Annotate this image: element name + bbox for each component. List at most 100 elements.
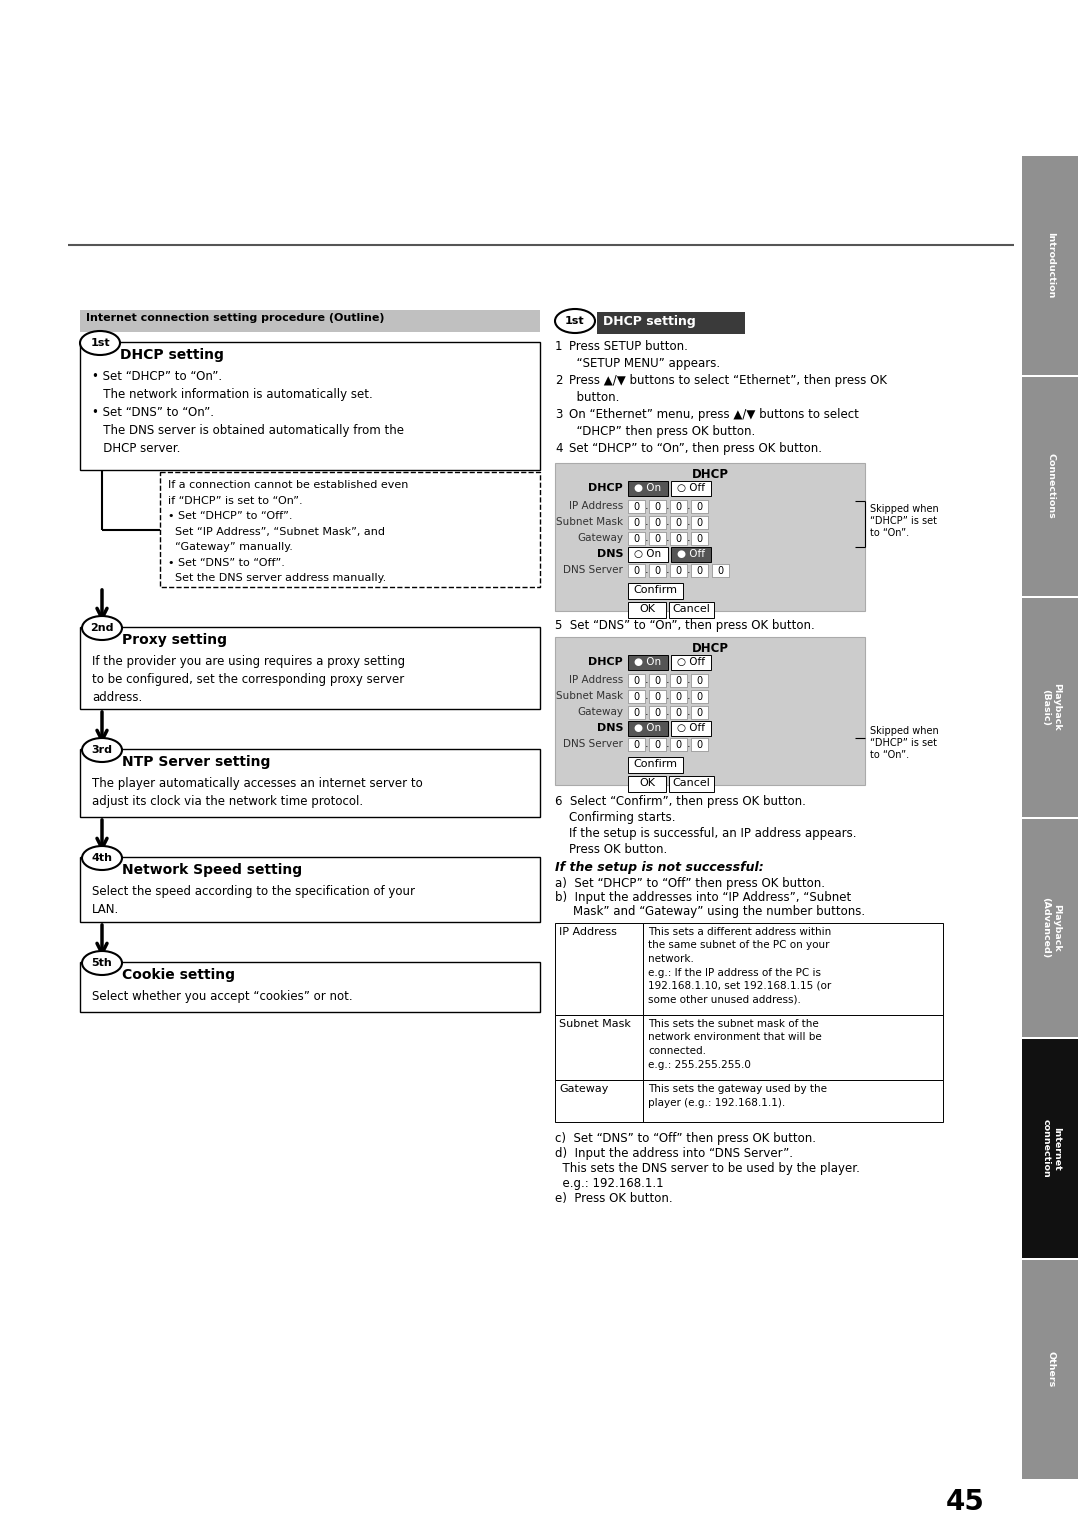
Text: address.: address.: [92, 691, 143, 704]
Text: DHCP server.: DHCP server.: [92, 442, 180, 455]
Text: 3rd: 3rd: [92, 746, 112, 755]
Bar: [691, 500, 708, 513]
Text: .: .: [665, 707, 670, 717]
Bar: [691, 738, 708, 750]
Text: 0: 0: [697, 707, 703, 718]
Bar: [691, 516, 708, 529]
Text: 0: 0: [675, 675, 681, 686]
Text: Set the DNS server address manually.: Set the DNS server address manually.: [168, 573, 387, 584]
Text: • Set “DNS” to “Off”.: • Set “DNS” to “Off”.: [168, 558, 285, 567]
Text: ● On: ● On: [634, 657, 662, 668]
Text: 0: 0: [697, 565, 703, 576]
Text: DNS Server: DNS Server: [563, 740, 623, 749]
Text: .: .: [687, 740, 690, 749]
Bar: [627, 584, 683, 599]
Text: .: .: [645, 501, 648, 510]
Text: 0: 0: [675, 518, 681, 527]
Text: DNS: DNS: [596, 723, 623, 733]
Text: Cancel: Cancel: [672, 778, 710, 788]
Bar: [643, 923, 943, 1015]
Bar: [627, 674, 645, 688]
Bar: [649, 691, 666, 703]
Text: ● On: ● On: [634, 723, 662, 733]
Bar: [80, 963, 540, 1012]
Text: 0: 0: [634, 740, 639, 750]
Bar: [627, 706, 645, 720]
Text: “DHCP” is set: “DHCP” is set: [870, 516, 937, 526]
Ellipse shape: [82, 616, 122, 640]
Bar: [670, 691, 687, 703]
Text: 0: 0: [697, 675, 703, 686]
Bar: [627, 691, 645, 703]
Text: 3: 3: [555, 408, 563, 422]
Text: OK: OK: [639, 604, 654, 614]
Text: Introduction: Introduction: [1047, 232, 1055, 298]
Text: Confirm: Confirm: [633, 585, 677, 594]
Text: If the provider you are using requires a proxy setting: If the provider you are using requires a…: [92, 656, 405, 668]
Text: e.g.: 192.168.1.1: e.g.: 192.168.1.1: [555, 1177, 663, 1190]
Text: Playback
(Basic): Playback (Basic): [1041, 683, 1061, 730]
Text: .: .: [645, 675, 648, 685]
Text: .: .: [645, 707, 648, 717]
Text: 0: 0: [717, 565, 724, 576]
Text: Set “IP Address”, “Subnet Mask”, and: Set “IP Address”, “Subnet Mask”, and: [168, 527, 384, 536]
Text: .: .: [645, 691, 648, 701]
Text: a)  Set “DHCP” to “Off” then press OK button.: a) Set “DHCP” to “Off” then press OK but…: [555, 877, 825, 889]
Text: Press OK button.: Press OK button.: [569, 843, 667, 856]
Text: This sets the DNS server to be used by the player.: This sets the DNS server to be used by t…: [555, 1161, 860, 1175]
Text: The DNS server is obtained automatically from the: The DNS server is obtained automatically…: [92, 423, 404, 437]
Bar: [670, 706, 687, 720]
Text: DHCP setting: DHCP setting: [603, 315, 696, 329]
Text: to “On”.: to “On”.: [870, 750, 909, 759]
Text: This sets the gateway used by the: This sets the gateway used by the: [648, 1083, 827, 1094]
Text: Confirming starts.: Confirming starts.: [569, 811, 675, 824]
Text: Select the speed according to the specification of your: Select the speed according to the specif…: [92, 885, 415, 898]
Text: • Set “DHCP” to “Off”.: • Set “DHCP” to “Off”.: [168, 510, 293, 521]
Text: b)  Input the addresses into “IP Address”, “Subnet: b) Input the addresses into “IP Address”…: [555, 891, 851, 905]
Text: the same subnet of the PC on your: the same subnet of the PC on your: [648, 941, 829, 950]
Text: The player automatically accesses an internet server to: The player automatically accesses an int…: [92, 778, 422, 790]
Text: .: .: [665, 675, 670, 685]
Bar: [691, 674, 708, 688]
Text: player (e.g.: 192.168.1.1).: player (e.g.: 192.168.1.1).: [648, 1097, 785, 1108]
Text: .: .: [645, 740, 648, 749]
Text: If the setup is not successful:: If the setup is not successful:: [555, 860, 764, 874]
Text: .: .: [687, 565, 690, 575]
Text: 1st: 1st: [91, 338, 110, 348]
Text: IP Address: IP Address: [569, 501, 623, 510]
Text: “DHCP” then press OK button.: “DHCP” then press OK button.: [569, 425, 755, 439]
Bar: [80, 310, 540, 332]
Bar: [627, 532, 645, 545]
Text: Subnet Mask: Subnet Mask: [556, 516, 623, 527]
Text: 4: 4: [555, 442, 563, 455]
Text: Gateway: Gateway: [559, 1083, 608, 1094]
Text: 0: 0: [654, 518, 661, 527]
Bar: [670, 564, 687, 578]
Bar: [643, 1080, 943, 1122]
Bar: [670, 500, 687, 513]
Text: DHCP: DHCP: [589, 657, 623, 668]
Text: e.g.: 255.255.255.0: e.g.: 255.255.255.0: [648, 1059, 751, 1070]
Bar: [627, 500, 645, 513]
Text: On “Ethernet” menu, press ▲/▼ buttons to select: On “Ethernet” menu, press ▲/▼ buttons to…: [569, 408, 859, 422]
Bar: [555, 1015, 643, 1080]
Text: 0: 0: [634, 533, 639, 544]
Text: If the setup is successful, an IP address appears.: If the setup is successful, an IP addres…: [569, 827, 856, 840]
Text: 5th: 5th: [92, 958, 112, 969]
Text: IP Address: IP Address: [559, 927, 617, 937]
Bar: [671, 481, 711, 497]
Text: Skipped when: Skipped when: [870, 504, 939, 513]
Text: network environment that will be: network environment that will be: [648, 1033, 822, 1042]
Text: 5  Set “DNS” to “On”, then press OK button.: 5 Set “DNS” to “On”, then press OK butto…: [555, 619, 814, 633]
Bar: [555, 923, 643, 1015]
Text: .: .: [665, 501, 670, 510]
Bar: [627, 602, 666, 617]
Text: 0: 0: [675, 533, 681, 544]
Text: 45: 45: [946, 1488, 985, 1516]
Text: some other unused address).: some other unused address).: [648, 995, 801, 1004]
Bar: [691, 564, 708, 578]
Bar: [555, 1080, 643, 1122]
Text: • Set “DHCP” to “On”.: • Set “DHCP” to “On”.: [92, 370, 222, 384]
Text: 192.168.1.10, set 192.168.1.15 (or: 192.168.1.10, set 192.168.1.15 (or: [648, 981, 832, 992]
Text: This sets the subnet mask of the: This sets the subnet mask of the: [648, 1019, 819, 1028]
